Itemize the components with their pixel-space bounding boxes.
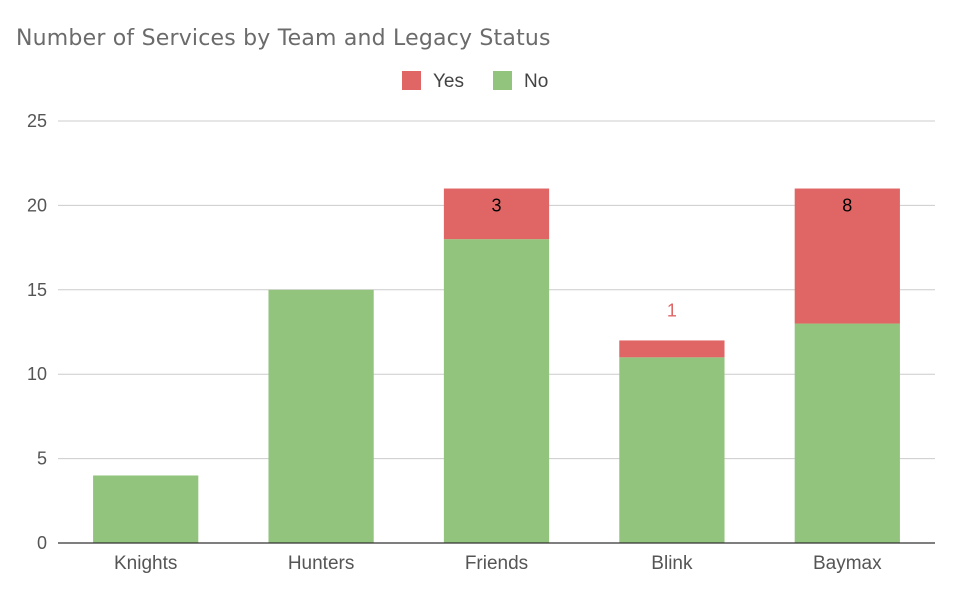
chart-title: Number of Services by Team and Legacy St… [16,26,551,51]
y-tick-label-25: 25 [27,111,47,131]
y-tick-label-10: 10 [27,364,47,384]
x-tick-label-blink: Blink [651,553,693,574]
bar-blink-no [619,357,725,543]
bar-baymax-yes [794,188,900,324]
bar-hunters-no [268,289,374,543]
data-label-friends: 3 [491,196,501,216]
x-tick-label-knights: Knights [114,553,177,574]
bar-friends-no [443,239,550,543]
bar-knights-no [93,475,199,543]
x-tick-label-baymax: Baymax [813,553,882,574]
y-tick-label-20: 20 [27,195,47,215]
data-label-baymax: 8 [842,196,852,216]
legend-swatch-no [493,71,512,90]
legend-label-no: No [524,71,548,92]
x-tick-label-friends: Friends [465,553,528,574]
y-tick-label-0: 0 [37,533,47,553]
bar-blink-yes [619,340,725,358]
bar-friends-yes [443,188,550,240]
legend-swatch-yes [402,71,421,90]
x-tick-label-hunters: Hunters [288,553,355,574]
y-tick-label-5: 5 [37,449,47,469]
legend-label-yes: Yes [433,71,464,92]
bar-baymax-no [794,323,900,543]
y-tick-label-15: 15 [27,280,47,300]
data-label-blink: 1 [667,300,677,320]
